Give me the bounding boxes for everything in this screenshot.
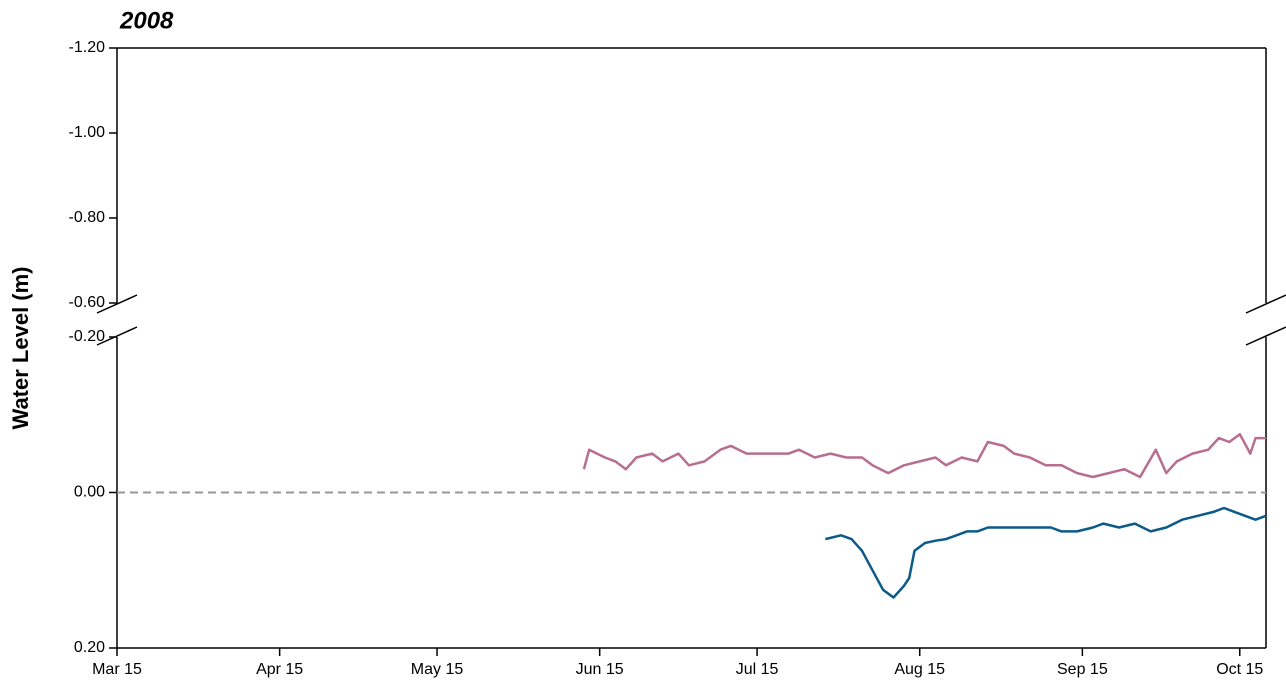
x-tick-label: Sep 15 [1057,661,1108,678]
chart-title: 2008 [119,7,174,34]
x-tick-label: Aug 15 [894,661,945,678]
x-tick-label: Mar 15 [92,661,142,678]
series-line [582,432,1266,479]
y-tick-label: 0.00 [74,484,105,501]
x-tick-label: Oct 15 [1216,661,1263,678]
y-tick-label: -0.80 [69,209,106,226]
y-tick-label: -1.20 [69,39,106,56]
series-line [825,506,1267,599]
y-tick-label: -1.00 [69,124,106,141]
frame [96,47,1286,649]
x-tick-label: May 15 [411,661,464,678]
break-mark [96,294,138,314]
y-tick-label: -0.20 [69,328,106,345]
x-tick-label: Jul 15 [736,661,779,678]
y-tick-label: -0.60 [69,294,106,311]
x-tick-label: Jun 15 [576,661,624,678]
y-tick-label: 0.20 [74,639,105,656]
break-mark [1245,294,1286,314]
y-axis-label: Water Level (m) [8,266,33,429]
x-tick-label: Apr 15 [256,661,303,678]
break-mark [96,326,138,346]
break-mark [1245,326,1286,346]
